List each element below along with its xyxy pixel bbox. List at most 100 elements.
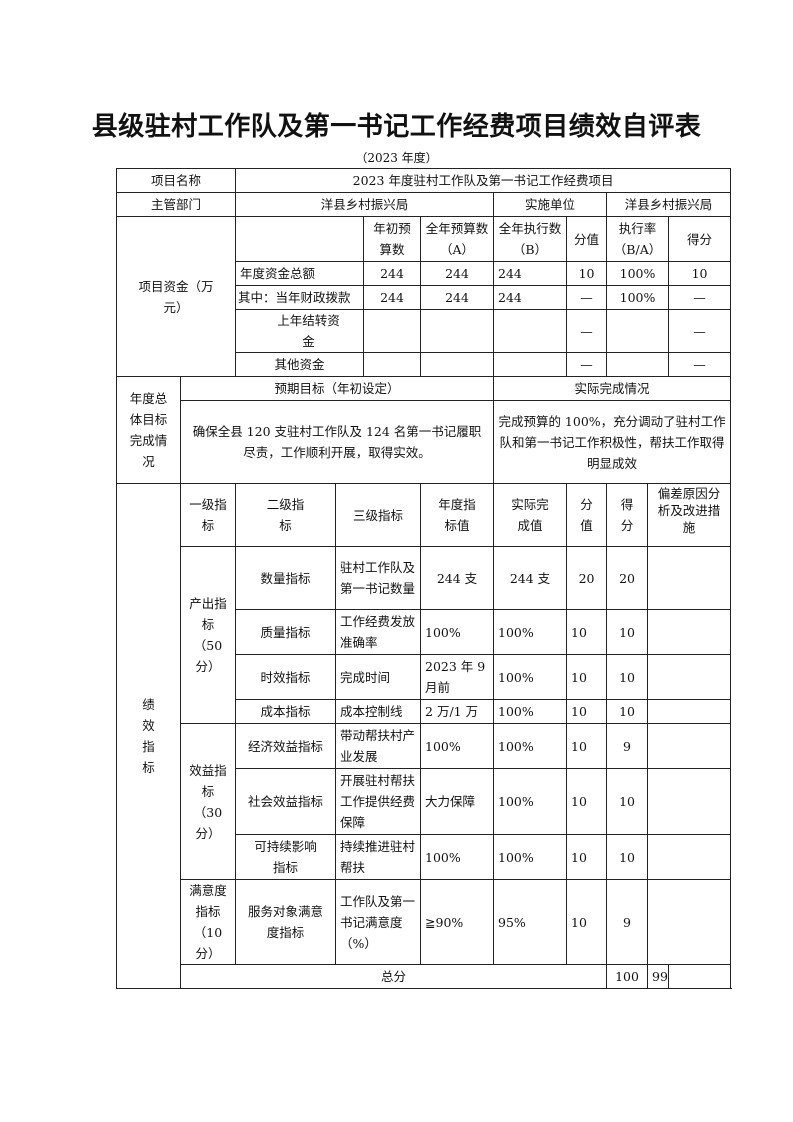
perf-actual: 100% [493,834,568,880]
funds-cell [493,309,568,353]
funds-cell: — [668,309,732,353]
funds-cell: 244 [420,261,495,286]
funds-cell: — [566,352,608,377]
funds-cell: 100% [606,285,670,310]
perf-note [647,654,732,700]
perf-note [647,699,732,724]
goals-expected: 确保全县 120 支驻村工作队及 124 名第一书记履职尽责，工作顺利开展，取得… [179,400,495,484]
total-label: 总分 [179,964,608,989]
perf-got: 10 [606,654,649,700]
perf-got: 9 [606,723,649,769]
perf-l3: 工作经费发放准确率 [335,609,422,655]
funds-row-name: 其中：当年财政拨款 [235,285,365,310]
perf-score: 20 [566,546,608,610]
perf-group: 效益指标（30分） [179,723,237,880]
goals-actual: 完成预算的 100%，充分调动了驻村工作队和第一书记工作积极性，帮扶工作取得明显… [493,400,732,484]
project-name-label: 项目名称 [115,168,237,193]
perf-actual: 100% [493,654,568,700]
funds-row-name: 年度资金总额 [235,261,365,286]
perf-header: 分值 [566,483,608,547]
perf-score: 10 [566,654,608,700]
perf-got: 20 [606,546,649,610]
funds-header: 执行率（B/A） [606,216,670,262]
total-score: 100 [606,964,649,989]
perf-actual: 100% [493,723,568,769]
perf-l2: 质量指标 [235,609,337,655]
goals-label: 年度总体目标完成情况 [116,376,181,484]
perf-group: 产出指标（50分） [179,546,237,724]
perf-l3: 成本控制线 [335,699,422,724]
funds-header: 分值 [566,216,608,262]
perf-l2: 社会效益指标 [235,768,337,835]
perf-header: 年度指标值 [420,483,495,547]
evaluation-table: 项目名称 2023 年度驻村工作队及第一书记工作经费项目 主管部门 洋县乡村振兴… [115,168,732,989]
dept-value: 洋县乡村振兴局 [235,192,495,217]
funds-header-blank [235,216,365,262]
perf-header: 二级指标 [235,483,337,547]
funds-cell: — [566,285,608,310]
perf-actual: 100% [493,609,568,655]
perf-target: 100% [420,723,495,769]
perf-target: 100% [420,609,495,655]
perf-l3: 完成时间 [335,654,422,700]
perf-target: 244 支 [420,546,495,610]
funds-header: 全年执行数（B） [493,216,568,262]
perf-got: 10 [606,609,649,655]
funds-cell [363,352,422,377]
perf-label: 绩效指标 [116,483,181,989]
dept-label: 主管部门 [115,192,237,217]
funds-cell [420,309,495,353]
total-got: 99 [647,964,670,989]
perf-note [647,834,732,880]
perf-got: 10 [606,768,649,835]
perf-header: 得分 [606,483,649,547]
funds-cell: 244 [420,285,495,310]
funds-cell: 244 [493,285,568,310]
project-name-value: 2023 年度驻村工作队及第一书记工作经费项目 [235,168,732,193]
perf-header: 实际完成值 [493,483,568,547]
perf-l2: 数量指标 [235,546,337,610]
perf-got: 10 [606,834,649,880]
perf-l2: 时效指标 [235,654,337,700]
perf-target: 2023 年 9 月前 [420,654,495,700]
goals-expected-label: 预期目标（年初设定） [179,376,495,401]
funds-cell [420,352,495,377]
perf-target: 2 万/1 万 [420,699,495,724]
impl-value: 洋县乡村振兴局 [606,192,732,217]
perf-l3: 带动帮扶村产业发展 [335,723,422,769]
perf-l3: 工作队及第一书记满意度（%） [335,879,422,965]
perf-got: 10 [606,699,649,724]
perf-l2: 经济效益指标 [235,723,337,769]
perf-group: 满意度指标（10分） [179,879,237,965]
perf-note [647,879,732,965]
perf-l2: 可持续影响指标 [235,834,337,880]
funds-cell: — [566,309,608,353]
perf-score: 10 [566,699,608,724]
funds-header: 全年预算数（A） [420,216,495,262]
perf-l2: 成本指标 [235,699,337,724]
perf-actual: 100% [493,699,568,724]
impl-label: 实施单位 [493,192,608,217]
perf-target: 大力保障 [420,768,495,835]
funds-row-name: 上年结转资金 [235,309,365,353]
perf-got: 9 [606,879,649,965]
perf-l3: 持续推进驻村帮扶 [335,834,422,880]
document-subtitle: （2023 年度） [355,151,438,165]
total-note [668,964,732,989]
perf-note [647,546,732,610]
funds-cell: 244 [363,261,422,286]
perf-target: ≧90% [420,879,495,965]
perf-score: 10 [566,834,608,880]
perf-score: 10 [566,879,608,965]
funds-cell: 244 [363,285,422,310]
funds-cell [493,352,568,377]
funds-cell: 10 [668,261,732,286]
perf-l3: 开展驻村帮扶工作提供经费保障 [335,768,422,835]
document-title: 县级驻村工作队及第一书记工作经费项目绩效自评表 [91,112,702,142]
perf-actual: 95% [493,879,568,965]
perf-score: 10 [566,723,608,769]
perf-score: 10 [566,609,608,655]
funds-cell: 10 [566,261,608,286]
funds-cell: — [668,352,732,377]
funds-cell [606,352,670,377]
